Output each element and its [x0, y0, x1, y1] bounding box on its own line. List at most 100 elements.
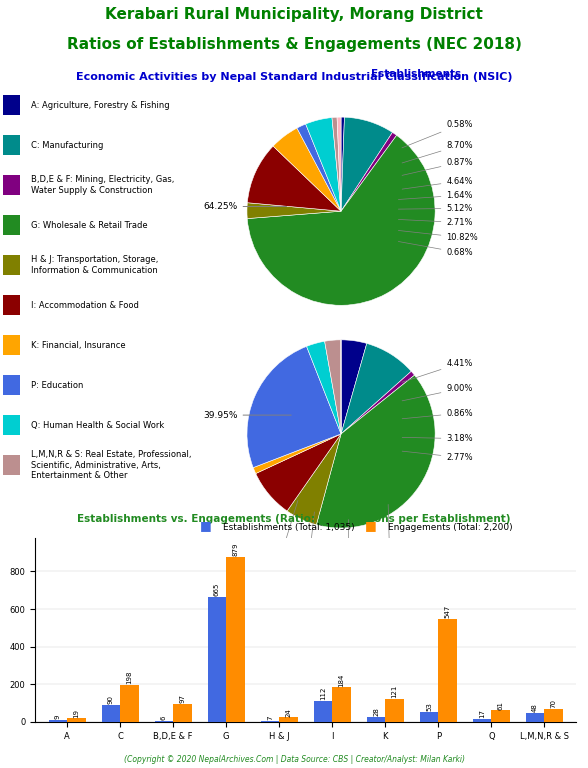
FancyBboxPatch shape: [3, 415, 20, 435]
Wedge shape: [341, 339, 367, 434]
Text: 665: 665: [214, 583, 220, 596]
Text: ■: ■: [200, 519, 212, 532]
Text: (Copyright © 2020 NepalArchives.Com | Data Source: CBS | Creator/Analyst: Milan : (Copyright © 2020 NepalArchives.Com | Da…: [123, 755, 465, 764]
Wedge shape: [337, 118, 341, 211]
Text: 24: 24: [286, 708, 292, 717]
Bar: [420, 712, 438, 722]
Text: H & J: Transportation, Storage,
Information & Communication: H & J: Transportation, Storage, Informat…: [31, 255, 159, 275]
Text: 5.12%: 5.12%: [399, 204, 473, 213]
Text: 4.64%: 4.64%: [402, 177, 473, 189]
Text: Establishments (Total: 1,035): Establishments (Total: 1,035): [223, 523, 355, 532]
Text: A: Agriculture, Forestry & Fishing: A: Agriculture, Forestry & Fishing: [31, 101, 170, 110]
Bar: [332, 687, 351, 722]
Wedge shape: [341, 132, 397, 211]
Wedge shape: [256, 434, 341, 511]
Text: 8.70%: 8.70%: [402, 141, 473, 163]
Text: 39.95%: 39.95%: [203, 411, 291, 419]
Wedge shape: [248, 146, 341, 211]
Text: 97: 97: [179, 694, 185, 703]
Text: 1.64%: 1.64%: [399, 190, 473, 200]
FancyBboxPatch shape: [3, 455, 20, 475]
Text: 2.71%: 2.71%: [399, 218, 473, 227]
Text: 5.50%: 5.50%: [335, 519, 362, 573]
Text: 1.09%: 1.09%: [264, 501, 298, 573]
Bar: [367, 717, 385, 722]
Text: 547: 547: [445, 605, 450, 618]
Text: B,D,E & F: Mining, Electricity, Gas,
Water Supply & Construction: B,D,E & F: Mining, Electricity, Gas, Wat…: [31, 175, 175, 195]
Text: 70: 70: [551, 699, 557, 708]
Bar: [208, 597, 226, 722]
Text: 48: 48: [532, 703, 538, 712]
Text: 9: 9: [55, 715, 61, 720]
Text: 0.87%: 0.87%: [402, 157, 473, 175]
Text: Q: Human Health & Social Work: Q: Human Health & Social Work: [31, 421, 165, 429]
Text: 10.82%: 10.82%: [398, 230, 478, 242]
Bar: [473, 719, 492, 722]
Text: P: Education: P: Education: [31, 381, 83, 389]
Wedge shape: [332, 118, 341, 211]
Bar: [279, 717, 298, 722]
Text: C: Manufacturing: C: Manufacturing: [31, 141, 103, 150]
FancyBboxPatch shape: [3, 215, 20, 235]
Text: 19: 19: [74, 709, 79, 717]
Text: 28: 28: [373, 707, 379, 716]
Wedge shape: [287, 434, 341, 525]
Text: 8.36%: 8.36%: [295, 512, 322, 573]
Wedge shape: [341, 118, 392, 211]
Wedge shape: [306, 118, 341, 211]
Text: K: Financial, Insurance: K: Financial, Insurance: [31, 340, 126, 349]
Bar: [492, 710, 510, 722]
Bar: [526, 713, 544, 722]
Bar: [155, 721, 173, 722]
Text: L,M,N,R & S: Real Estate, Professional,
Scientific, Administrative, Arts,
Entert: L,M,N,R & S: Real Estate, Professional, …: [31, 450, 192, 480]
Text: 112: 112: [320, 687, 326, 700]
Wedge shape: [253, 434, 341, 474]
Bar: [173, 703, 192, 722]
Text: 6: 6: [161, 716, 167, 720]
Text: 0.86%: 0.86%: [402, 409, 473, 419]
Text: Economic Activities by Nepal Standard Industrial Classification (NSIC): Economic Activities by Nepal Standard In…: [76, 72, 512, 82]
Text: 17: 17: [479, 709, 485, 718]
Wedge shape: [297, 124, 341, 211]
Text: 3.18%: 3.18%: [402, 434, 473, 443]
Text: 53: 53: [426, 702, 432, 711]
Text: I: Accommodation & Food: I: Accommodation & Food: [31, 300, 139, 310]
Bar: [67, 718, 86, 722]
Text: Kerabari Rural Municipality, Morang District: Kerabari Rural Municipality, Morang Dist…: [105, 8, 483, 22]
Wedge shape: [316, 376, 435, 528]
Text: 198: 198: [126, 670, 132, 684]
Text: 9.00%: 9.00%: [402, 384, 473, 401]
Wedge shape: [247, 346, 341, 468]
Bar: [120, 685, 139, 722]
Text: 0.58%: 0.58%: [402, 120, 473, 148]
Wedge shape: [341, 118, 345, 211]
Text: 64.25%: 64.25%: [203, 202, 286, 211]
FancyBboxPatch shape: [3, 95, 20, 114]
Bar: [260, 720, 279, 722]
Text: 90: 90: [108, 695, 114, 704]
Text: 184: 184: [339, 674, 345, 687]
Bar: [314, 701, 332, 722]
FancyBboxPatch shape: [3, 336, 20, 355]
Bar: [102, 705, 120, 722]
Wedge shape: [341, 371, 415, 434]
Wedge shape: [325, 340, 341, 434]
Text: ■: ■: [365, 519, 376, 532]
Text: 0.68%: 0.68%: [398, 241, 473, 257]
Text: 24.86%: 24.86%: [374, 505, 406, 573]
Text: 7: 7: [267, 715, 273, 720]
Wedge shape: [341, 343, 411, 434]
Text: 121: 121: [392, 685, 397, 698]
Wedge shape: [273, 128, 341, 211]
Bar: [226, 557, 245, 722]
Bar: [544, 709, 563, 722]
Text: Engagements: Engagements: [223, 694, 303, 703]
Text: 4.41%: 4.41%: [402, 359, 473, 382]
Text: G: Wholesale & Retail Trade: G: Wholesale & Retail Trade: [31, 220, 148, 230]
FancyBboxPatch shape: [3, 376, 20, 395]
Bar: [49, 720, 67, 722]
FancyBboxPatch shape: [3, 135, 20, 154]
Text: 879: 879: [232, 542, 239, 556]
Text: 2.77%: 2.77%: [402, 451, 473, 462]
Text: Establishments: Establishments: [371, 69, 462, 80]
